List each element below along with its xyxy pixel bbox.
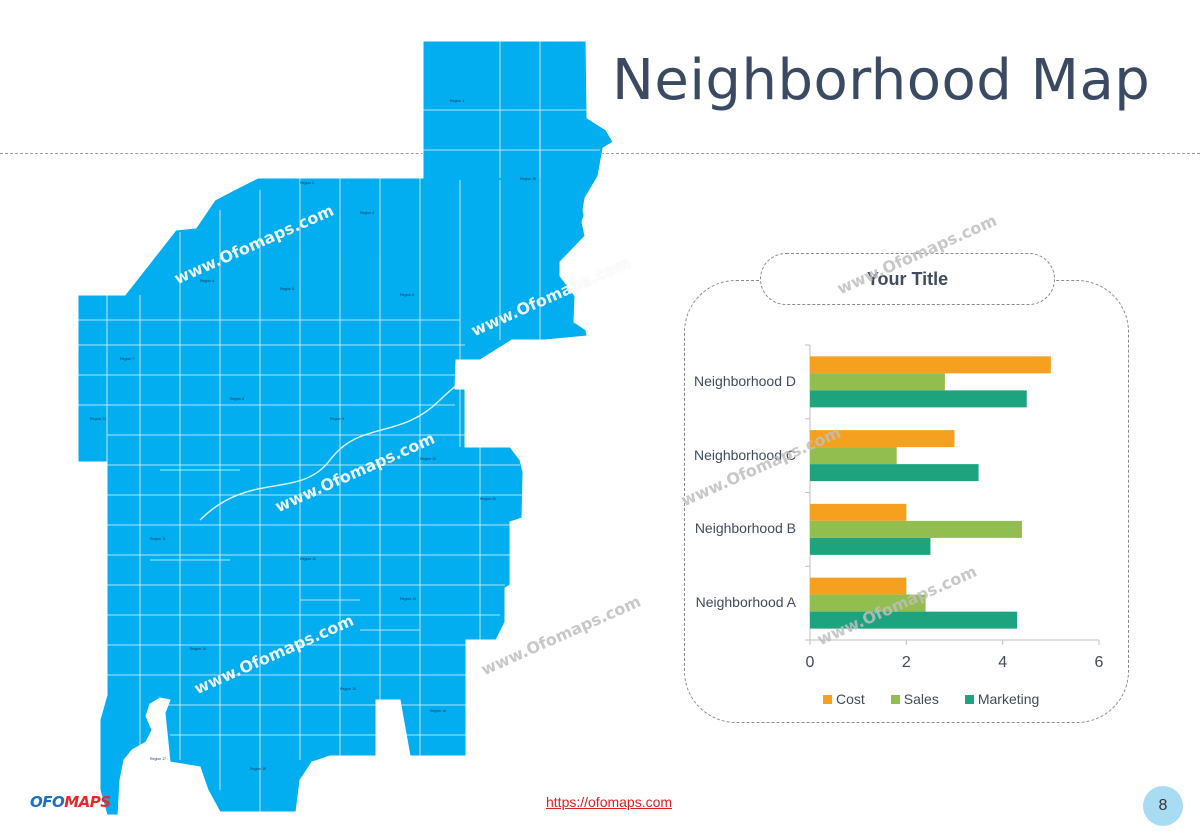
x-tick-label: 0: [805, 654, 815, 671]
bar-marketing: [810, 537, 931, 555]
map-district-labels: Region 1 Region 2 Region 3 Region 4 Region …: [90, 99, 536, 771]
svg-text:Region 6: Region 6: [400, 293, 414, 297]
svg-text:Region 11: Region 11: [150, 537, 166, 541]
logo-text-ofo: OFO: [30, 793, 65, 811]
svg-text:Region 4: Region 4: [200, 279, 214, 283]
bar-cost: [810, 503, 907, 521]
legend-swatch: [823, 694, 832, 704]
x-tick-label: 2: [901, 654, 911, 671]
bar-sales: [810, 373, 945, 391]
legend-swatch: [964, 694, 974, 704]
chart-title: Your Title: [760, 253, 1055, 305]
svg-text:Region 16: Region 16: [430, 709, 446, 713]
svg-text:Region 21: Region 21: [90, 417, 106, 421]
bar-marketing: [810, 464, 979, 482]
svg-text:Region 3: Region 3: [360, 211, 374, 215]
bar-marketing: [810, 611, 1018, 629]
bar-cost: [810, 430, 955, 448]
legend-item-sales: Sales: [890, 691, 939, 707]
bar-cost: [810, 356, 1051, 374]
svg-text:Region 10: Region 10: [420, 457, 436, 461]
ofomaps-logo: OFOMAPS: [30, 793, 111, 811]
bar-sales: [810, 520, 1022, 538]
bar-cost: [810, 577, 907, 595]
chart-frame: [684, 280, 1129, 723]
website-link[interactable]: https://ofomaps.com: [546, 794, 673, 810]
svg-text:Region 12: Region 12: [300, 557, 316, 561]
svg-text:Region 18: Region 18: [250, 767, 266, 771]
bar-marketing: [810, 390, 1027, 408]
logo-text-maps: MAPS: [64, 793, 111, 811]
svg-text:Region 17: Region 17: [150, 757, 166, 761]
legend-item-cost: Cost: [823, 691, 865, 707]
category-label: Neighborhood A: [695, 594, 796, 611]
svg-text:Region 15: Region 15: [340, 687, 356, 691]
legend-label: Sales: [903, 691, 939, 707]
bar-sales: [810, 447, 897, 465]
svg-text:Region 7: Region 7: [120, 357, 134, 361]
svg-text:Region 14: Region 14: [190, 647, 206, 651]
svg-text:Region 20: Region 20: [480, 497, 496, 501]
category-label: Neighborhood D: [694, 372, 796, 389]
x-tick-label: 6: [1094, 654, 1104, 671]
category-label: Neighborhood B: [694, 520, 796, 537]
legend-item-marketing: Marketing: [964, 691, 1040, 707]
legend-label: Marketing: [977, 691, 1040, 707]
slide-title: Neighborhood Map: [612, 48, 1151, 113]
svg-text:Region 5: Region 5: [280, 287, 294, 291]
svg-text:Region 9: Region 9: [330, 417, 344, 421]
chart-legend: Cost Sales Marketing: [823, 691, 1039, 707]
svg-text:Region 2: Region 2: [300, 181, 314, 185]
svg-text:Region 13: Region 13: [400, 597, 416, 601]
legend-label: Cost: [836, 691, 865, 707]
category-label: Neighborhood C: [694, 446, 796, 463]
legend-swatch: [890, 694, 900, 704]
page-number-badge: 8: [1143, 786, 1183, 826]
svg-text:Region 1: Region 1: [450, 99, 464, 103]
svg-text:Region 19: Region 19: [520, 177, 536, 181]
bar-sales: [810, 594, 926, 612]
x-tick-label: 4: [998, 654, 1008, 671]
map-boundaries: [78, 41, 600, 812]
map-region[interactable]: [77, 40, 614, 816]
svg-text:Region 8: Region 8: [230, 397, 244, 401]
